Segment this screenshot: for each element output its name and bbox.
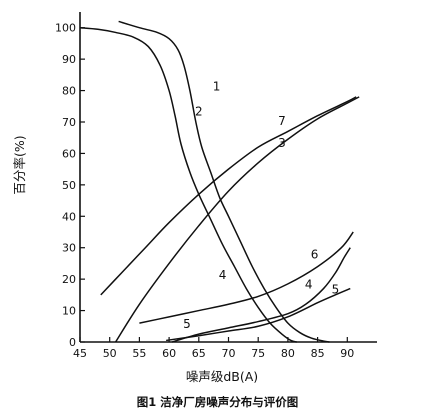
curve-label-3: 3	[278, 136, 286, 150]
curve-label-4: 4	[219, 268, 227, 282]
axes-layer: 45 50 55 60 65 70 75 80 85 9001020304050607080901…	[55, 12, 377, 360]
y-tick-label: 60	[62, 147, 76, 160]
y-tick-label: 50	[62, 179, 76, 192]
y-tick-label: 40	[62, 210, 76, 223]
x-tick-label: 75	[251, 347, 265, 360]
curve-label-5: 5	[332, 282, 340, 296]
noise-distribution-chart: 45 50 55 60 65 70 75 80 85 9001020304050607080901…	[12, 12, 377, 384]
y-tick-label: 30	[62, 242, 76, 255]
y-tick-label: 80	[62, 85, 76, 98]
curve-label-2: 2	[195, 105, 203, 119]
y-tick-label: 10	[62, 305, 76, 318]
curve-label-1: 1	[213, 80, 221, 94]
curve-label-6: 6	[311, 248, 319, 262]
curve-label-7: 7	[278, 114, 286, 128]
figure-caption: 图1 洁净厂房噪声分布与评价图	[136, 395, 299, 409]
curves-layer	[79, 20, 360, 343]
x-tick-label: 45	[73, 347, 87, 360]
curve-4	[171, 247, 351, 343]
y-tick-label: 90	[62, 53, 76, 66]
x-tick-label: 55	[132, 347, 146, 360]
curve-label-5: 5	[183, 317, 191, 331]
x-tick-label: 60	[162, 347, 176, 360]
curve-2	[79, 26, 298, 343]
y-tick-label: 0	[69, 336, 76, 349]
curve-6	[139, 231, 354, 324]
x-tick-label: 50	[103, 347, 117, 360]
x-tick-label: 90	[340, 347, 354, 360]
x-tick-label: 65	[192, 347, 206, 360]
curve-1	[118, 20, 330, 343]
curve-5	[166, 287, 351, 342]
curve-labels-layer: 12 7 3 6 4 4 5 5	[183, 80, 339, 331]
y-axis-label: 百分率(%)	[12, 135, 27, 194]
y-tick-label: 100	[55, 22, 76, 35]
x-tick-label: 80	[281, 347, 295, 360]
x-axis-label: 噪声级dB(A)	[186, 369, 258, 384]
y-tick-label: 20	[62, 273, 76, 286]
curve-3	[115, 96, 360, 343]
x-tick-label: 85	[311, 347, 325, 360]
curve-7	[100, 96, 357, 296]
curve-label-4: 4	[305, 278, 313, 292]
x-tick-label: 70	[222, 347, 236, 360]
y-tick-label: 70	[62, 116, 76, 129]
